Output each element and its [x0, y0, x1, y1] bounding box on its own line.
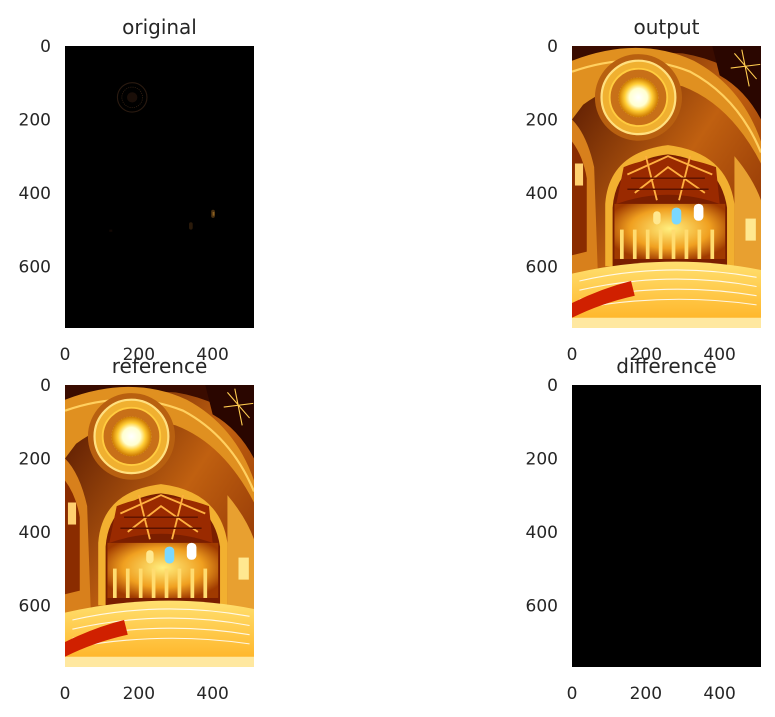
x-tick-label: 200 [630, 684, 662, 704]
difference-image [572, 385, 761, 667]
x-tick-label: 400 [196, 345, 228, 365]
original-image [65, 46, 254, 328]
y-tick-label: 200 [19, 110, 51, 130]
image-panel-reference: reference 0 200 400 0 200 400 600 [19, 354, 254, 704]
x-tick-label: 200 [630, 345, 662, 365]
y-tick-label: 400 [19, 184, 51, 204]
x-tick-label: 0 [567, 345, 578, 365]
panel-title: output [634, 15, 700, 39]
x-tick-label: 200 [123, 345, 155, 365]
x-tick-label: 0 [60, 345, 71, 365]
y-tick-label: 600 [19, 596, 51, 616]
image-panel-original: original 0 200 400 0 200 400 600 [19, 15, 254, 365]
x-tick-label: 0 [567, 684, 578, 704]
y-tick-label: 200 [19, 449, 51, 469]
x-tick-label: 200 [123, 684, 155, 704]
y-tick-label: 0 [547, 37, 558, 57]
y-tick-label: 200 [526, 449, 558, 469]
reference-image [65, 385, 254, 667]
y-tick-label: 0 [547, 376, 558, 396]
y-tick-label: 0 [40, 376, 51, 396]
y-tick-label: 400 [526, 184, 558, 204]
y-tick-label: 200 [526, 110, 558, 130]
y-tick-label: 600 [19, 257, 51, 277]
panel-title: difference [616, 354, 716, 378]
y-tick-label: 0 [40, 37, 51, 57]
image-panel-output: output 0 200 400 0 200 400 600 [526, 15, 761, 365]
x-tick-label: 400 [703, 345, 735, 365]
image-panel-difference: difference 0 200 400 0 200 400 600 [526, 354, 761, 704]
panel-title: reference [112, 354, 208, 378]
y-tick-label: 400 [19, 523, 51, 543]
x-tick-label: 400 [703, 684, 735, 704]
output-image [572, 46, 761, 328]
y-tick-label: 400 [526, 523, 558, 543]
x-tick-label: 400 [196, 684, 228, 704]
x-tick-label: 0 [60, 684, 71, 704]
y-tick-label: 600 [526, 257, 558, 277]
y-tick-label: 600 [526, 596, 558, 616]
panel-title: original [122, 15, 197, 39]
